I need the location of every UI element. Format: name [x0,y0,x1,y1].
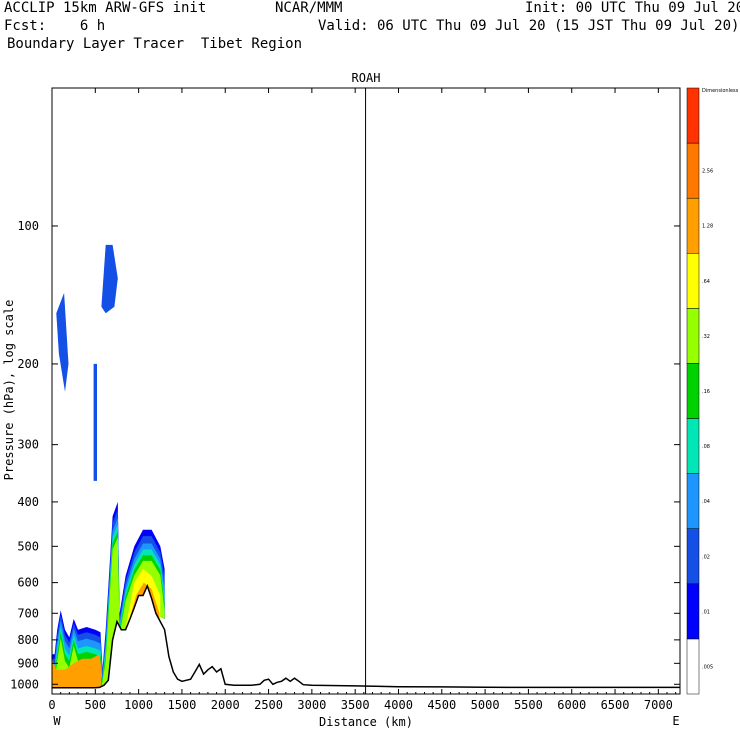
colorbar-level-label: .16 [702,389,710,395]
y-tick-label: 400 [17,495,39,509]
x-tick-label: 7000 [644,698,673,712]
colorbar-level-label: .02 [702,554,710,560]
x-tick-label: 3000 [297,698,326,712]
y-axis: 100 200 300 400 500 600 700 800 900 1000 [10,219,680,691]
colorbar-level-label: .64 [702,279,710,285]
terrain-line [52,583,680,689]
colorbar-swatch [686,528,700,585]
x-tick-label: 3500 [341,698,370,712]
colorbar-level-label: .005 [702,664,713,670]
x-tick-label: 500 [84,698,106,712]
colorbar-swatch [686,363,700,419]
y-tick-label: 800 [17,633,39,647]
x-tick-label: 5500 [514,698,543,712]
x-tick-label: 2000 [211,698,240,712]
x-tick-label: 2500 [254,698,283,712]
y-axis-label: Pressure (hPa), log scale [2,300,16,481]
header-line1-left: ACCLIP 15km ARW-GFS init [4,0,207,16]
y-tick-label: 1000 [10,677,39,691]
x-tick-label: 1500 [167,698,196,712]
colorbar-swatch [686,87,700,144]
colorbar-swatch [686,197,700,254]
colorbar-level-label: 2.56 [702,169,713,175]
colorbar-level-label: .01 [702,609,710,615]
colorbar-level-label: 1.28 [702,224,713,230]
tracer-band-128 [52,654,104,694]
x-tick-label: 6500 [601,698,630,712]
x-end-label-east: E [672,714,679,728]
colorbar-swatch [686,583,700,640]
tracer-filament-left [56,292,69,392]
y-tick-label: 700 [17,606,39,620]
header-line1-center: NCAR/MMM [275,0,343,16]
x-tick-label: 5000 [471,698,500,712]
colorbar-swatch [686,308,700,364]
y-tick-label: 500 [17,539,39,553]
header-line2-right: Valid: 06 UTC Thu 09 Jul 20 (15 JST Thu … [318,18,740,34]
y-tick-label: 900 [17,656,39,670]
x-tick-label: 1000 [124,698,153,712]
y-tick-label: 600 [17,576,39,590]
header-line2-left: Fcst: 6 h [4,18,106,34]
colorbar-swatch [686,253,700,309]
terrain-mask [52,585,680,694]
x-tick-label: 0 [48,698,55,712]
colorbar-level-label: .08 [702,444,710,450]
x-end-label-west: W [53,714,61,728]
tracer-filament-thin [93,363,97,481]
terrain-layer [52,583,680,694]
colorbar-swatch [686,638,700,695]
x-tick-label: 4000 [384,698,413,712]
colorbar: .005 .01 .02 .04 .08 .16 .32 .64 1.28 2.56 Dimensi… [686,87,739,695]
x-axis-label: Distance (km) [319,715,413,729]
colorbar-swatch [686,473,700,529]
x-tick-label: 4500 [427,698,456,712]
header-line1-right: Init: 00 UTC Thu 09 Jul 20 [525,0,740,16]
chart-title: ROAH [352,71,381,85]
tracer-filament-upper [101,244,118,314]
y-tick-label: 100 [17,219,39,233]
header-line3-left: Boundary Layer Tracer Tibet Region [7,36,303,52]
colorbar-unit-label: Dimensionless [702,88,739,94]
x-tick-label: 6000 [557,698,586,712]
colorbar-swatch [686,142,700,199]
colorbar-level-label: .32 [702,334,710,340]
colorbar-level-label: .04 [702,499,710,505]
x-axis: 0 500 1000 1500 2000 2500 3000 3500 4000 4500 5000… [48,88,677,712]
y-tick-label: 300 [17,438,39,452]
colorbar-swatch [686,418,700,474]
y-tick-label: 200 [17,357,39,371]
